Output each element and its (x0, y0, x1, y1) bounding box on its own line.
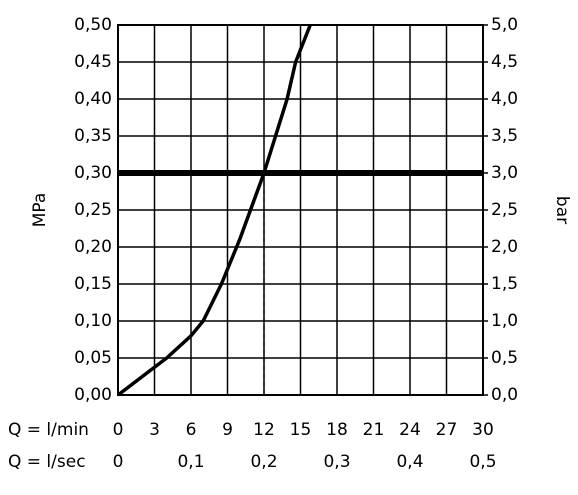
y2-axis-label: bar (552, 196, 572, 224)
y-tick-label: 0,45 (74, 52, 112, 72)
y-tick-label: 0,00 (74, 385, 112, 405)
x-tick-label: 18 (326, 420, 348, 440)
y-tick-label: 0,30 (74, 163, 112, 183)
x-tick-label: 9 (222, 420, 233, 440)
y-tick-label: 0,25 (74, 200, 112, 220)
x-tick-label: 6 (186, 420, 197, 440)
y2-tick-label: 5,0 (491, 15, 518, 35)
x2-axis-label: Q = l/sec (8, 452, 86, 472)
y2-tick-label: 2,0 (491, 237, 518, 257)
x-tick-label: 24 (399, 420, 421, 440)
x2-tick-label: 0,2 (250, 452, 277, 472)
y2-tick-label: 0,0 (491, 385, 518, 405)
x-tick-label: 30 (472, 420, 494, 440)
x-tick-label: 27 (436, 420, 458, 440)
y-tick-label: 0,50 (74, 15, 112, 35)
x2-tick-label: 0,4 (396, 452, 423, 472)
y2-tick-label: 1,0 (491, 311, 518, 331)
x2-tick-label: 0,1 (177, 452, 204, 472)
plot-frame (117, 24, 484, 396)
y-tick-label: 0,20 (74, 237, 112, 257)
x2-tick-label: 0,5 (469, 452, 496, 472)
x-tick-label: 12 (253, 420, 275, 440)
y-tick-label: 0,10 (74, 311, 112, 331)
x-tick-label: 3 (149, 420, 160, 440)
y-tick-label: 0,40 (74, 89, 112, 109)
y-axis-label: MPa (30, 193, 50, 228)
y2-tick-label: 4,5 (491, 52, 518, 72)
y2-tick-label: 3,5 (491, 126, 518, 146)
x-tick-label: 21 (363, 420, 385, 440)
y2-tick-label: 2,5 (491, 200, 518, 220)
curve (116, 24, 312, 397)
y2-tick-label: 0,5 (491, 348, 518, 368)
x2-tick-label: 0,3 (323, 452, 350, 472)
y-tick-label: 0,35 (74, 126, 112, 146)
x-tick-label: 0 (113, 420, 124, 440)
y2-tick-label: 4,0 (491, 89, 518, 109)
x-axis-label: Q = l/min (8, 420, 89, 440)
y2-tick-label: 3,0 (491, 163, 518, 183)
y-tick-label: 0,15 (74, 274, 112, 294)
y-tick-label: 0,05 (74, 348, 112, 368)
x2-tick-label: 0 (113, 452, 124, 472)
y2-tick-label: 1,5 (491, 274, 518, 294)
x-tick-label: 15 (290, 420, 312, 440)
